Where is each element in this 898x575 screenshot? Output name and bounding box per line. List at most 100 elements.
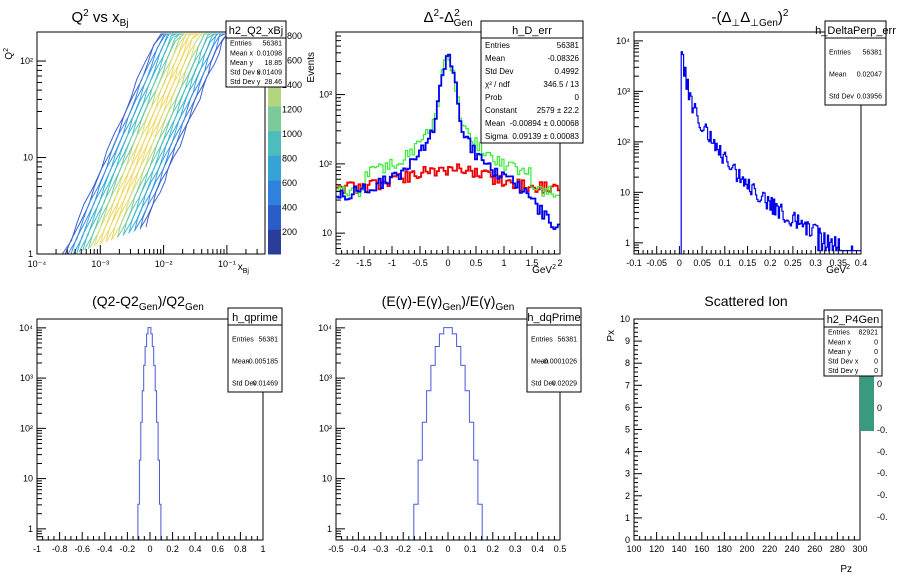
stats-label: Entries [485, 41, 510, 50]
contour-plot [61, 33, 244, 255]
contour-line [111, 33, 234, 240]
palette-cell [268, 204, 281, 230]
chart-title: (E(γ)-E(γ)Gen)/E(γ)Gen [382, 293, 515, 313]
axes: -2 -1.5 -1 -0.5 0 0.5 1 1.5 2 10 10² 10³ [319, 31, 563, 268]
palette-cell [268, 130, 281, 156]
x-tick-label: 0 [147, 544, 152, 554]
axes: -1 -0.8 -0.6 -0.4 -0.2 0 0.2 0.4 0.6 0.8 1 1 10 10² 10… [19, 323, 265, 554]
series-line [336, 53, 560, 230]
stats-value: 82921 [859, 330, 879, 337]
y-axis-label: Events [306, 52, 317, 83]
x-tick-label: 0.5 [470, 258, 483, 268]
y-tick-label: 6 [625, 402, 630, 412]
x-tick-label: -0.1 [418, 544, 434, 554]
stats-label: Sigma [485, 132, 508, 141]
axes: 100 120 140 160 180 200 220 240 260 280 300 0 1 2 3 4 5 6… [620, 314, 868, 554]
stats-label: Mean [485, 54, 505, 63]
y-tick-label: 1 [28, 249, 33, 259]
stats-label: Std Dev [531, 380, 556, 387]
axes: 10⁻⁴ 10⁻³ 10⁻² 10⁻¹ 1 10 10² [20, 31, 266, 269]
y-tick-label: 10³ [319, 373, 332, 383]
stats-value: 0 [575, 93, 580, 102]
y-tick-label: 10³ [20, 373, 33, 383]
stats-value: 0.02029 [552, 380, 577, 387]
stats-value: 0.03956 [857, 93, 882, 100]
stats-title: h_D_err [512, 25, 552, 37]
pad-delta2-err: Δ2-Δ2 Gen -2 -1.5 -1 -0.5 0 0.5 1 1.5 2 10 10² 10³ E… [306, 8, 584, 276]
y-axis-label: Q2 [3, 48, 15, 60]
x-tick-label: 0.05 [693, 258, 711, 268]
y-axis-label: Px [606, 330, 617, 342]
x-tick-label: 300 [852, 544, 867, 554]
stats-label: χ² / ndf [485, 80, 510, 89]
x-tick-label: 1.5 [526, 258, 539, 268]
stats-label: Std Dev y [828, 368, 859, 375]
x-tick-label: 100 [626, 544, 641, 554]
series-line [336, 163, 560, 194]
stats-value: 0 [874, 368, 878, 375]
x-tick-label: 1 [501, 258, 506, 268]
x-tick-label: -0.05 [646, 258, 667, 268]
stats-label: Std Dev [232, 380, 257, 387]
x-tick-label: 220 [762, 544, 777, 554]
x-tick-label: 260 [807, 544, 822, 554]
palette-label: -0. [877, 468, 888, 478]
chart-title: -(Δ⊥Δ⊥Gen)2 [712, 8, 789, 29]
y-tick-label: 3 [625, 469, 630, 479]
stats-value: 0.02047 [857, 71, 882, 78]
y-tick-label: 0 [625, 535, 630, 545]
stats-label: Mean [531, 358, 549, 365]
x-axis-label: xBj [238, 262, 250, 275]
contour-line [117, 33, 236, 238]
stats-label: Mean [485, 119, 505, 128]
x-tick-label: 0.1 [719, 258, 732, 268]
stats-value: 56381 [557, 41, 580, 50]
x-tick-label: -2 [332, 258, 340, 268]
y-tick-label: 1 [625, 238, 630, 248]
stats-label: Entries [829, 49, 851, 56]
stats-label: Constant [485, 106, 518, 115]
stats-box: h2_P4Gen Entries 82921 Mean x 0 Mean y 0 Std De… [823, 309, 883, 377]
stats-value: 56381 [558, 336, 578, 343]
palette-label: 800 [282, 154, 297, 164]
stats-title: h_DeltaPerp_err [815, 25, 896, 37]
y-tick-label: 10² [20, 56, 33, 66]
y-tick-label: 1 [28, 524, 33, 534]
palette-label: -0. [877, 425, 888, 435]
x-tick-label: 0.2 [166, 544, 179, 554]
x-tick-label: 0.3 [509, 544, 522, 554]
y-tick-label: 10² [319, 423, 332, 433]
pad-qprime: (Q2-Q2Gen)/Q2Gen -1 -0.8 -0.6 -0.4 -0.2 0 0.2 0… [19, 293, 283, 554]
palette-label: 200 [282, 227, 297, 237]
stats-label: Std Dev [485, 67, 513, 76]
chart-title: Δ2-Δ2 Gen [423, 8, 472, 29]
histogram [133, 327, 166, 541]
x-tick-label: 0.4 [189, 544, 202, 554]
pad-dqprime: (E(γ)-E(γ)Gen)/E(γ)Gen -0.5 -0.4 -0.3 -0.2-… [318, 293, 582, 554]
y-tick-label: 10⁴ [616, 36, 630, 46]
axes: -0.1 -0.05 0 0.05 0.1 0.15 0.2 0.25 0.3 0.35 0.4 1 1… [616, 36, 867, 268]
palette-label: 0 [877, 403, 882, 413]
x-tick-label: 10⁻³ [91, 259, 109, 269]
stats-box-frame [227, 307, 283, 393]
stats-label: Entries [232, 336, 254, 343]
x-tick-label: -0.1 [626, 258, 642, 268]
palette-cell [268, 229, 281, 255]
stats-title: h2_P4Gen [827, 314, 880, 326]
stats-box: h2_Q2_xBj Entries 56381 Mean x 0.01098 Mean y… [225, 20, 287, 88]
stats-box: h_dqPrime Entries 56381 Mean- 0.0001026 Std … [526, 307, 582, 393]
y-tick-label: 1 [327, 524, 332, 534]
stats-value: 0 [874, 349, 878, 356]
y-tick-label: 10 [620, 314, 630, 324]
pad-deltaperp-err: -(Δ⊥Δ⊥Gen)2 -0.1 -0.05 0 0.05 0.1 0.15 0.2 0.25… [616, 8, 896, 276]
stats-value: 18.85 [264, 60, 282, 67]
y-tick-label: 2 [625, 491, 630, 501]
x-axis-label: Pz [840, 564, 852, 575]
y-tick-label: 1 [625, 513, 630, 523]
stats-value: 28.46 [264, 79, 282, 86]
stats-label: Mean [232, 358, 250, 365]
chart-title: Q2 vs xBj [72, 8, 129, 29]
series-lines [336, 53, 560, 230]
palette-cell [860, 375, 874, 431]
